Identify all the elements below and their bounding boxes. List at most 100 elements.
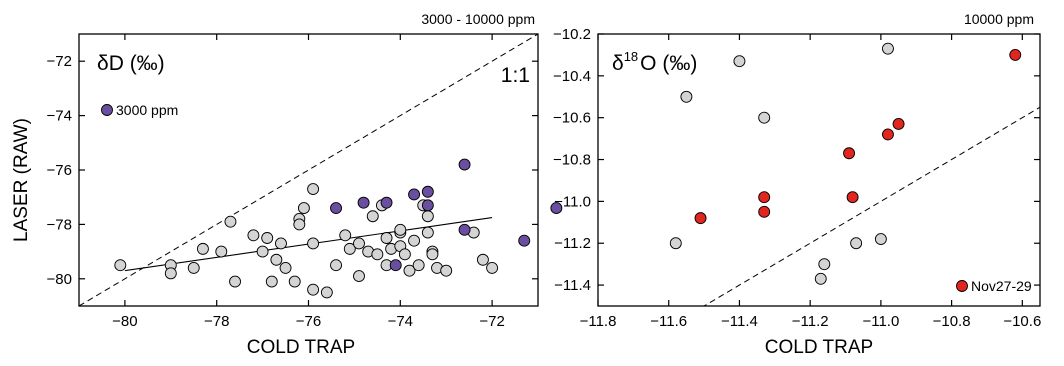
delta-18o-data-point	[818, 258, 831, 271]
delta-d-data-point	[215, 245, 228, 258]
delta-d-data-point	[458, 158, 471, 171]
delta-d-x-tick-label: −72	[479, 313, 504, 330]
delta-d-data-point	[307, 237, 320, 250]
delta-d-data-point	[343, 242, 356, 255]
legend-label-nov27-29: Nov27-29	[971, 278, 1032, 294]
delta-d-data-point	[307, 283, 320, 296]
delta-d-x-tick-label: −78	[204, 313, 229, 330]
delta-d-data-point	[357, 196, 370, 209]
delta-d-x-tick-label: −74	[388, 313, 413, 330]
delta-18o-y-tick-label: −11.4	[554, 277, 591, 294]
delta-d-data-point	[261, 232, 274, 244]
delta-d-y-tick-label: −72	[47, 53, 72, 70]
delta-d-y-tick-label: −80	[47, 271, 72, 288]
delta-18o-data-point	[1009, 48, 1022, 61]
delta-d-panel-label: δD (‰)	[97, 52, 165, 75]
delta-d-legend: 3000 ppm	[101, 102, 178, 118]
delta-18o-x-tick-label: −11.4	[721, 313, 758, 330]
delta-d-data-point	[256, 245, 269, 258]
delta-d-data-point	[458, 223, 471, 236]
delta-18o-x-tick-label: −11.8	[580, 313, 617, 330]
delta-18o-y-tick-label: −10.8	[553, 152, 591, 169]
delta-d-x-tick-label: −80	[112, 313, 137, 330]
delta-d-data-point	[247, 229, 260, 242]
delta-d-data-point	[279, 261, 292, 274]
delta-d-data-point	[380, 232, 393, 244]
y-axis-title: LASER (RAW)	[11, 118, 32, 242]
delta-18o-x-tick-label: −11.0	[862, 313, 899, 330]
delta-18o-x-tick-label: −11.2	[792, 313, 829, 330]
delta-18o-panel-label: δ18O (‰)	[612, 49, 697, 75]
delta-d-data-point	[187, 261, 200, 274]
delta-18o-y-tick-label: −10.6	[553, 110, 591, 127]
delta-18o-label-base: δ	[612, 52, 624, 75]
delta-d-data-point	[307, 183, 320, 195]
legend-label-3000ppm: 3000 ppm	[116, 102, 178, 118]
delta-18o-y-tick-label: −10.2	[553, 26, 591, 43]
one-to-one-label: 1:1	[501, 64, 530, 87]
delta-d-data-point	[320, 286, 333, 299]
delta-d-data-point	[550, 202, 563, 215]
delta-18o-data-point	[694, 212, 707, 225]
delta-d-data-point	[380, 196, 393, 209]
delta-d-y-tick-label: −76	[47, 162, 72, 179]
delta-d-data-point	[339, 229, 352, 242]
delta-18o-data-point	[874, 233, 887, 245]
delta-18o-data-point	[758, 205, 771, 218]
delta-d-panel: 3000 - 10000 ppm δD (‰) 1:1 COLD TRAP −8…	[47, 11, 563, 358]
delta-18o-x-tick-label: −10.8	[933, 313, 971, 330]
delta-18o-data-point	[758, 111, 771, 124]
delta-18o-legend: Nov27-29	[956, 278, 1032, 294]
delta-18o-data-point	[850, 237, 863, 250]
delta-d-data-point	[330, 259, 342, 272]
delta-d-data-point	[270, 253, 283, 266]
delta-18o-x-axis-title: COLD TRAP	[765, 337, 873, 358]
delta-18o-panel: 10000 ppm δ18O (‰) COLD TRAP −11.8 −11.6 −…	[553, 11, 1041, 358]
delta-d-data-point	[403, 264, 416, 277]
delta-d-data-point	[389, 259, 402, 272]
delta-18o-data-point	[733, 55, 746, 68]
delta-18o-y-tick-label: −10.4	[553, 68, 591, 85]
delta-d-data-point	[421, 210, 434, 223]
delta-d-data-point	[486, 261, 499, 274]
delta-18o-data-point	[846, 191, 859, 204]
delta-d-data-point	[394, 223, 407, 236]
delta-18o-plot-frame	[597, 33, 1041, 307]
delta-d-top-note: 3000 - 10000 ppm	[421, 11, 535, 27]
delta-18o-data-point	[843, 147, 856, 160]
delta-18o-y-tick-label: −11.0	[554, 193, 591, 210]
delta-d-data-point	[196, 242, 209, 255]
delta-d-data-point	[518, 234, 531, 247]
delta-d-data-point	[366, 210, 379, 223]
delta-d-y-tick-label: −74	[47, 108, 72, 125]
delta-d-x-tick-label: −76	[296, 313, 321, 330]
delta-d-data-point	[224, 215, 237, 228]
delta-d-data-point	[412, 259, 425, 272]
delta-d-data-point	[371, 248, 384, 261]
delta-d-data-point	[114, 259, 127, 272]
delta-d-data-point	[426, 248, 439, 261]
delta-d-data-point	[265, 275, 278, 288]
delta-d-data-point	[440, 264, 453, 277]
delta-d-y-tick-label: −78	[47, 216, 72, 233]
legend-marker-nov27-29	[956, 280, 968, 292]
delta-18o-data-point	[882, 128, 894, 141]
delta-d-data-point	[275, 237, 287, 250]
delta-d-data-point	[164, 267, 177, 280]
delta-18o-x-tick-label: −10.6	[1003, 313, 1041, 330]
delta-18o-top-note: 10000 ppm	[964, 11, 1034, 27]
delta-18o-data-point	[680, 90, 693, 103]
delta-d-data-point	[330, 202, 342, 215]
delta-d-data-point	[293, 218, 306, 231]
delta-d-data-point	[408, 188, 421, 201]
delta-d-data-point	[297, 202, 310, 215]
delta-d-data-point	[408, 234, 421, 247]
delta-d-data-point	[229, 275, 242, 288]
delta-18o-data-point	[814, 272, 827, 285]
delta-18o-label-sup: 18	[624, 49, 638, 64]
delta-d-data-point	[288, 275, 301, 288]
delta-18o-data-point	[892, 118, 905, 130]
delta-d-data-point	[353, 270, 365, 283]
delta-d-data-point	[476, 253, 489, 266]
delta-d-data-point	[398, 248, 411, 261]
